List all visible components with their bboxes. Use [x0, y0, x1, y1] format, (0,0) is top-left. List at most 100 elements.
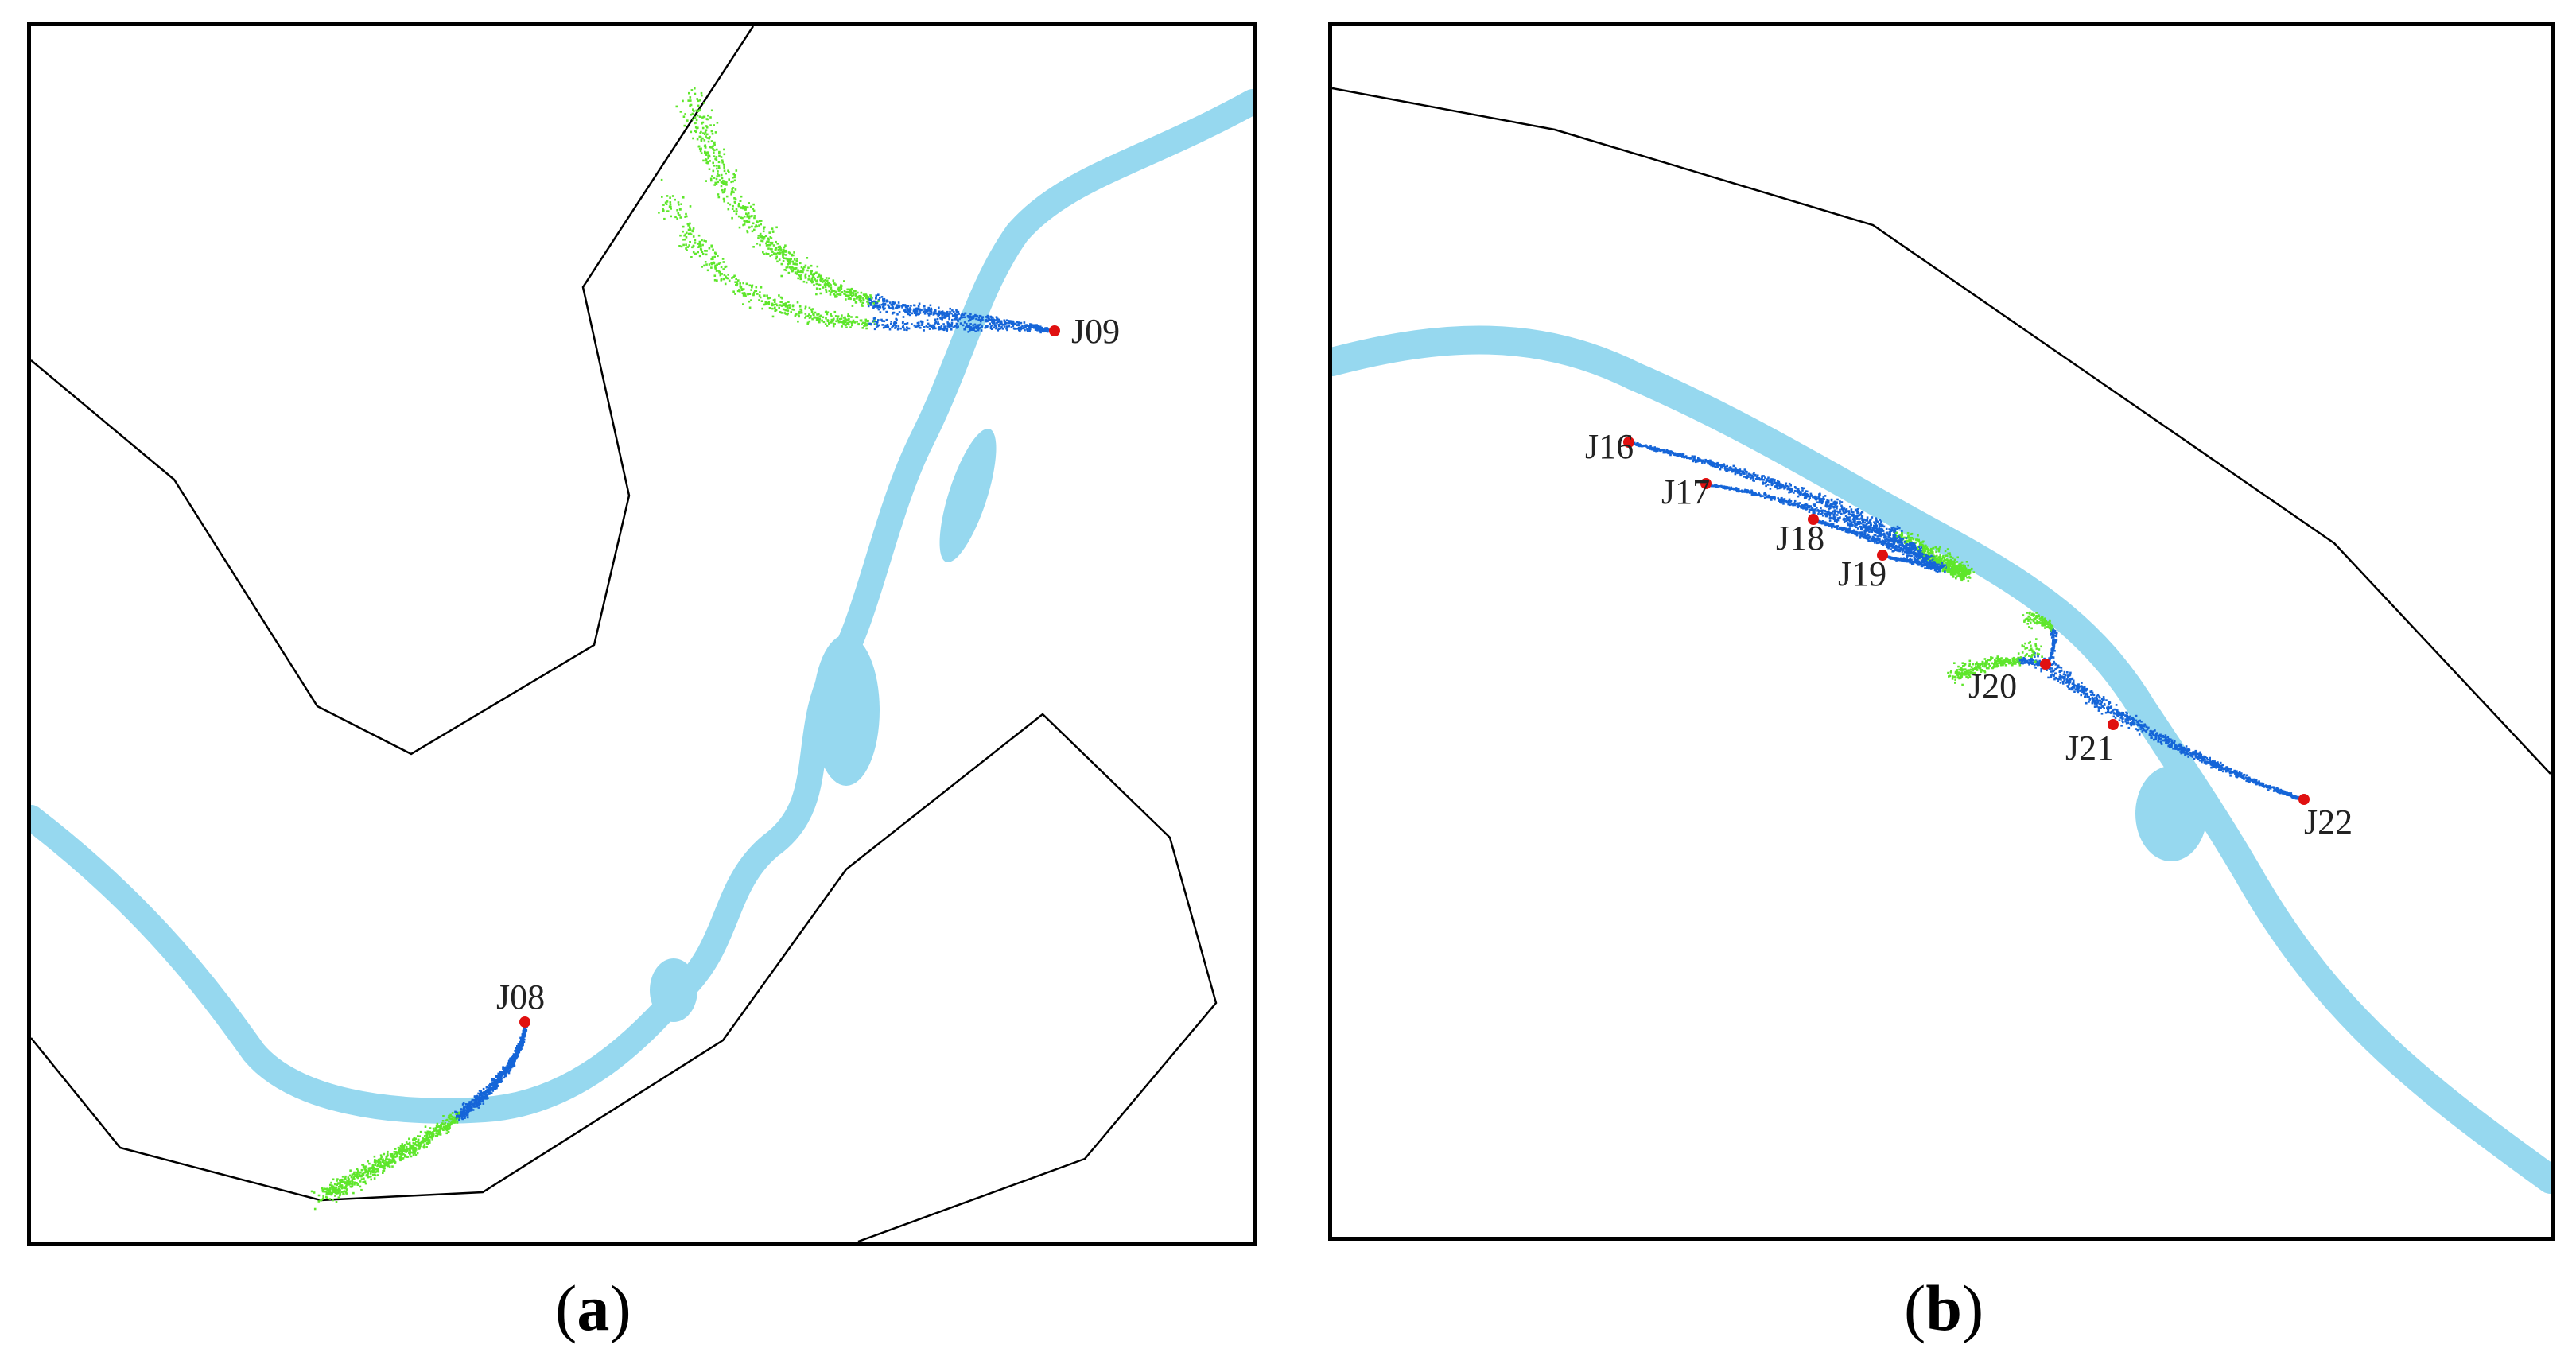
- particle-point: [961, 316, 963, 319]
- particle-point: [348, 1174, 352, 1177]
- particle-point: [1939, 546, 1941, 549]
- particle-point: [466, 1112, 469, 1115]
- particle-point: [859, 301, 862, 303]
- particle-point: [1720, 466, 1723, 469]
- particle-point: [1956, 556, 1959, 559]
- particle-point: [751, 286, 753, 289]
- particle-point: [818, 273, 821, 276]
- particle-point: [1701, 461, 1704, 464]
- particle-point: [740, 207, 743, 209]
- particle-point: [491, 1081, 495, 1084]
- particle-point: [507, 1060, 511, 1063]
- particle-point: [1886, 544, 1890, 547]
- particle-point: [1842, 508, 1844, 511]
- particle-point: [798, 270, 801, 273]
- particle-point: [472, 1106, 475, 1108]
- particle-point: [760, 235, 763, 239]
- particle-point: [363, 1167, 366, 1170]
- particle-point: [1898, 527, 1901, 530]
- particle-point: [1935, 550, 1937, 554]
- particle-point: [879, 311, 882, 313]
- particle-point: [723, 169, 726, 173]
- particle-point: [838, 289, 841, 292]
- particle-point: [689, 226, 691, 229]
- particle-point: [714, 131, 717, 134]
- particle-point: [721, 273, 723, 275]
- particle-point: [340, 1187, 344, 1190]
- particle-point: [1909, 551, 1912, 554]
- particle-point: [481, 1099, 484, 1102]
- particle-point: [716, 279, 718, 282]
- particle-point: [885, 318, 888, 321]
- river: [31, 89, 1253, 1124]
- particle-point: [690, 113, 692, 116]
- particle-point: [1009, 320, 1012, 322]
- particle-point: [1805, 506, 1808, 509]
- particle-point: [828, 282, 830, 284]
- particle-point: [511, 1063, 514, 1067]
- particle-point: [504, 1067, 507, 1069]
- particle-point: [474, 1098, 476, 1102]
- particle-point: [767, 247, 770, 250]
- particle-point: [1039, 328, 1041, 330]
- particle-point: [973, 328, 975, 331]
- particle-point: [808, 317, 811, 319]
- particle-point: [1843, 507, 1846, 510]
- particle-point: [1731, 488, 1734, 490]
- particle-point: [496, 1084, 499, 1087]
- particle-point: [919, 320, 923, 323]
- particle-point: [703, 139, 706, 142]
- particle-point: [844, 316, 846, 319]
- particle-point: [1753, 493, 1755, 496]
- particle-point: [811, 279, 814, 282]
- particle-point: [959, 322, 962, 325]
- particle-point: [383, 1164, 386, 1168]
- particle-point: [676, 209, 678, 212]
- particle-point: [773, 303, 776, 306]
- particle-point: [720, 173, 723, 177]
- particle-point: [698, 240, 701, 243]
- particle-point: [1785, 484, 1787, 487]
- particle-point: [368, 1176, 371, 1178]
- particle-point: [968, 325, 971, 328]
- particle-point: [813, 284, 815, 286]
- particle-point: [1949, 559, 1952, 562]
- particle-point: [1820, 499, 1823, 502]
- particle-point: [1769, 496, 1772, 499]
- particle-point: [701, 121, 705, 124]
- particle-point: [1777, 497, 1779, 499]
- particle-point: [1921, 541, 1924, 543]
- particle-point: [700, 245, 702, 248]
- particle-point: [850, 316, 853, 318]
- particle-point: [460, 1108, 463, 1110]
- particle-point: [466, 1113, 469, 1117]
- particle-point: [861, 321, 864, 325]
- particle-point: [488, 1092, 491, 1094]
- particle-point: [679, 234, 682, 237]
- particle-point: [1704, 459, 1708, 462]
- particle-point: [779, 304, 782, 306]
- particle-point: [676, 217, 678, 220]
- particle-point: [1856, 508, 1859, 511]
- particle-point: [705, 126, 709, 129]
- particle-point: [847, 297, 850, 300]
- particle-point: [1824, 515, 1828, 518]
- particle-point: [704, 146, 707, 149]
- particle-point: [1847, 513, 1851, 516]
- particle-point: [872, 305, 875, 308]
- particle-point: [908, 313, 911, 317]
- particle-point: [708, 155, 711, 158]
- particle-point: [915, 313, 917, 317]
- particle-point: [1891, 538, 1894, 542]
- particle-point: [844, 321, 846, 323]
- particle-point: [816, 279, 818, 282]
- particle-point: [725, 172, 727, 175]
- particle-point: [1805, 497, 1807, 499]
- particle-point: [1699, 460, 1701, 462]
- particle-point: [847, 313, 849, 316]
- particle-point: [953, 318, 956, 321]
- particle-point: [686, 246, 689, 248]
- particle-point: [701, 137, 704, 140]
- particle-point: [943, 325, 946, 328]
- particle-point: [892, 311, 895, 314]
